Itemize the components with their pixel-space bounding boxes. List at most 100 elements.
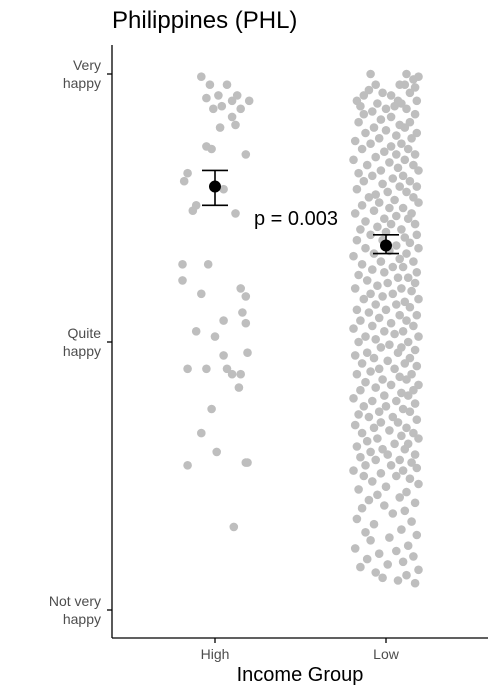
data-point-high-22 — [188, 206, 198, 215]
data-point-low-169 — [395, 372, 405, 382]
data-point-low-156 — [393, 348, 403, 358]
data-point-low-59 — [388, 174, 398, 183]
data-point-high-27 — [241, 292, 251, 301]
data-point-low-142 — [349, 324, 358, 333]
data-point-low-115 — [362, 276, 372, 285]
data-point-low-24 — [410, 109, 420, 119]
data-point-low-187 — [398, 404, 408, 414]
y-tick-label-quite-happy: Quite happy — [62, 325, 101, 359]
data-point-low-247 — [366, 536, 375, 545]
data-point-high-33 — [210, 332, 220, 341]
data-point-low-213 — [383, 450, 393, 459]
data-point-low-76 — [385, 203, 394, 213]
data-point-high-17 — [183, 168, 192, 178]
data-point-high-18 — [179, 176, 189, 186]
data-point-low-141 — [409, 321, 418, 331]
data-point-low-224 — [392, 471, 401, 481]
data-point-low-203 — [373, 434, 382, 443]
data-point-low-130 — [405, 302, 415, 312]
data-point-low-250 — [392, 546, 401, 556]
data-point-high-26 — [236, 284, 245, 293]
data-point-low-91 — [366, 230, 375, 240]
data-point-low-211 — [366, 447, 375, 457]
data-point-low-111 — [380, 268, 389, 277]
data-point-low-35 — [392, 131, 401, 140]
data-point-low-109 — [368, 265, 377, 274]
data-point-low-127 — [400, 297, 410, 307]
data-point-low-229 — [381, 482, 391, 492]
data-point-low-193 — [412, 415, 422, 425]
data-point-low-73 — [414, 198, 423, 207]
data-point-low-47 — [371, 152, 381, 162]
data-point-low-217 — [407, 458, 416, 467]
data-point-low-191 — [388, 412, 398, 422]
data-point-low-248 — [403, 541, 413, 550]
data-point-high-14 — [241, 150, 251, 159]
data-point-low-7 — [410, 83, 420, 92]
data-point-low-54 — [376, 166, 386, 175]
data-point-low-118 — [373, 281, 382, 291]
data-point-low-198 — [369, 423, 379, 433]
mean-ci-layer — [202, 169, 399, 255]
y-tick-label-not-very-happy: Not very happy — [48, 593, 101, 627]
data-point-high-38 — [222, 364, 232, 374]
data-point-high-43 — [197, 428, 206, 438]
data-point-high-10 — [236, 104, 245, 114]
data-point-low-72 — [374, 198, 384, 207]
data-point-low-151 — [385, 340, 394, 350]
data-point-low-87 — [397, 225, 406, 234]
data-point-high-24 — [203, 260, 213, 269]
data-point-low-36 — [374, 134, 384, 143]
data-point-low-252 — [409, 552, 418, 561]
data-point-low-190 — [354, 410, 363, 419]
data-point-low-16 — [397, 99, 406, 108]
data-point-low-135 — [395, 310, 405, 320]
data-point-low-75 — [398, 203, 408, 213]
data-point-low-257 — [414, 565, 423, 575]
data-point-low-105 — [409, 257, 418, 266]
data-point-low-6 — [400, 80, 410, 89]
data-point-low-20 — [381, 104, 391, 114]
data-point-low-245 — [412, 530, 422, 540]
data-point-low-227 — [368, 477, 377, 486]
data-point-low-86 — [373, 222, 382, 232]
data-point-low-66 — [383, 187, 393, 197]
data-point-low-125 — [414, 294, 423, 304]
data-point-low-150 — [354, 337, 363, 347]
data-point-low-261 — [393, 576, 403, 585]
data-point-low-186 — [359, 402, 369, 411]
data-point-low-153 — [376, 343, 386, 352]
data-point-low-68 — [371, 190, 381, 199]
data-point-low-94 — [352, 235, 362, 245]
data-point-high-0 — [197, 72, 206, 81]
data-point-high-11 — [227, 112, 237, 122]
data-point-high-2 — [222, 80, 232, 89]
data-point-high-8 — [217, 101, 227, 111]
data-point-low-120 — [397, 284, 406, 293]
data-point-low-196 — [350, 420, 360, 430]
data-point-high-25 — [178, 276, 187, 285]
data-point-high-23 — [178, 260, 187, 269]
data-point-low-114 — [403, 273, 413, 283]
data-point-low-180 — [403, 391, 413, 400]
data-point-low-65 — [352, 184, 362, 194]
data-point-low-25 — [386, 112, 396, 122]
data-point-low-1 — [402, 69, 411, 79]
data-point-low-197 — [402, 423, 411, 433]
axis-ticks-layer — [107, 73, 387, 643]
data-point-high-47 — [243, 458, 252, 467]
data-point-high-9 — [209, 104, 218, 114]
data-point-low-157 — [350, 351, 360, 360]
data-point-low-95 — [405, 238, 415, 248]
data-point-low-136 — [374, 313, 384, 323]
data-point-high-19 — [219, 184, 228, 194]
data-point-low-27 — [405, 117, 415, 127]
data-point-high-42 — [207, 404, 216, 414]
data-point-high-7 — [214, 91, 223, 100]
data-point-low-240 — [352, 514, 362, 524]
data-point-low-56 — [354, 168, 363, 178]
data-point-low-107 — [388, 262, 398, 272]
data-point-low-83 — [361, 217, 370, 226]
data-point-low-13 — [412, 96, 422, 106]
data-point-low-112 — [354, 270, 363, 280]
